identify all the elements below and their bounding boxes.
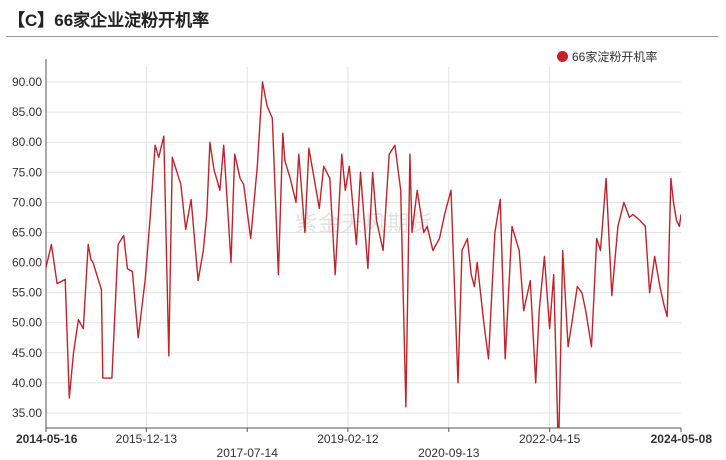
y-axis: 35.00 40.00 45.00 50.00 55.00 60.00 65.00 70.00… — [12, 75, 42, 420]
y-tick-label: 80.00 — [12, 135, 42, 149]
y-tick-label: 35.00 — [12, 406, 42, 420]
y-tick-label: 40.00 — [12, 376, 42, 390]
x-tick-label: 2014-05-16 — [16, 432, 78, 446]
x-axis: 2014-05-16 2015-12-13 2017-07-14 2019-02-12… — [16, 59, 712, 460]
y-tick-label: 45.00 — [12, 346, 42, 360]
y-tick-label: 55.00 — [12, 286, 42, 300]
series-lines — [46, 81, 681, 428]
y-tick-label: 50.00 — [12, 316, 42, 330]
legend-marker — [557, 51, 568, 62]
y-tick-label: 90.00 — [12, 75, 42, 89]
y-tick-label: 65.00 — [12, 225, 42, 239]
chart-legend[interactable]: 66家淀粉开机率 — [557, 48, 657, 65]
grid-lines — [46, 67, 681, 428]
series-line-0 — [46, 81, 681, 428]
x-tick-label: 2022-04-15 — [519, 432, 581, 446]
x-tick-label: 2024-05-08 — [651, 432, 713, 446]
x-tick-label: 2020-09-13 — [418, 446, 480, 460]
y-tick-label: 70.00 — [12, 195, 42, 209]
y-tick-label: 85.00 — [12, 105, 42, 119]
chart-title: 【C】66家企业淀粉开机率 — [8, 11, 210, 30]
title-divider — [6, 36, 718, 37]
x-tick-label: 2017-07-14 — [217, 446, 279, 460]
x-tick-label: 2019-02-12 — [317, 432, 379, 446]
y-tick-label: 75.00 — [12, 165, 42, 179]
y-tick-label: 60.00 — [12, 256, 42, 270]
legend-label: 66家淀粉开机率 — [572, 50, 658, 64]
x-tick-label: 2015-12-13 — [116, 432, 178, 446]
